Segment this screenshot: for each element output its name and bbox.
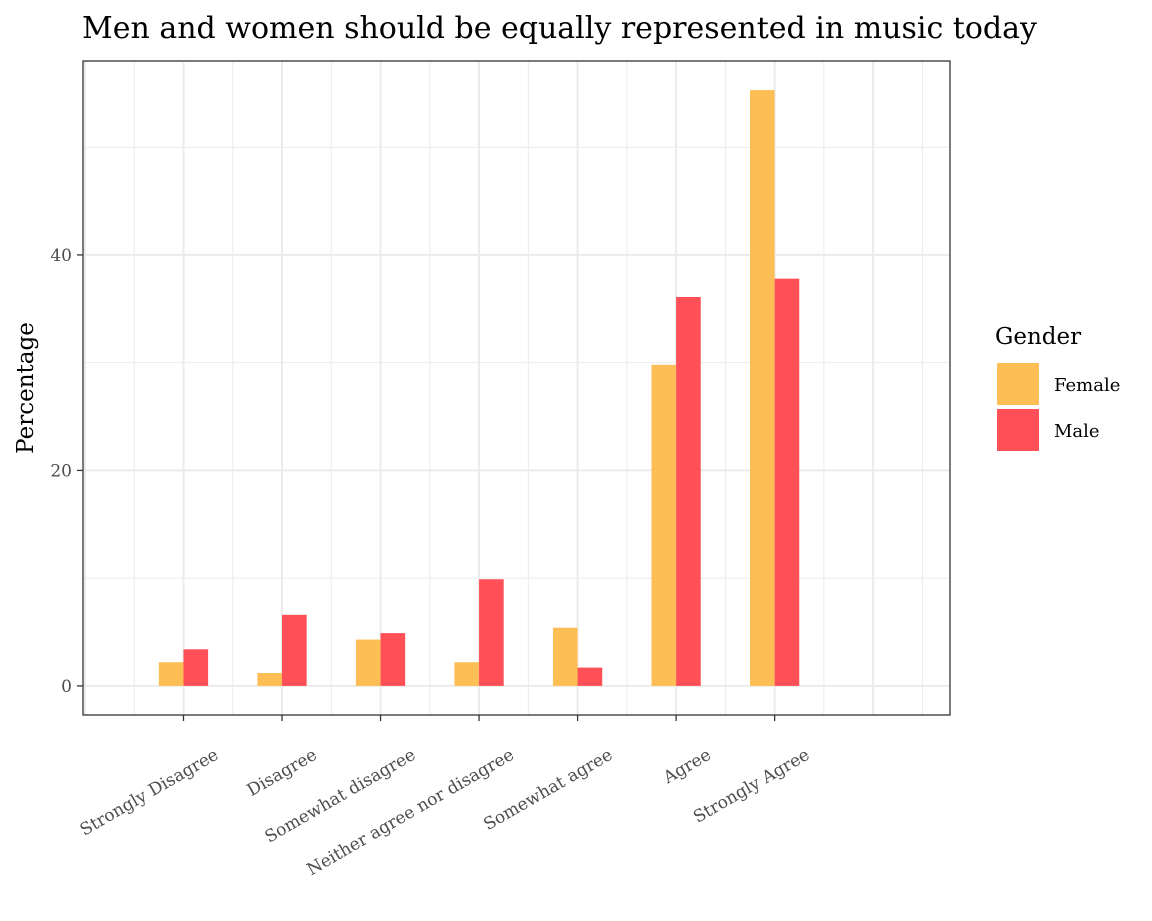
bar-male-2 [282,614,307,686]
bar-male-7 [774,278,800,686]
bar-male-4 [479,579,504,686]
y-tick-label: 40 [50,246,72,266]
x-tick-label: Strongly Disagree [77,745,222,840]
bar-female-1 [158,662,184,686]
chart-title: Men and women should be equally represen… [82,11,1037,46]
bar-male-5 [577,667,603,686]
panel-border [82,60,951,716]
bar-male-3 [380,633,406,686]
bar-female-4 [454,662,480,686]
bar-male-1 [183,649,209,686]
legend-key-female [997,363,1039,405]
legend: Gender Female Male [995,324,1120,451]
bar-male-6 [676,296,701,686]
legend-label-male: Male [1054,421,1100,442]
panel-background [83,61,950,715]
y-tick-label: 0 [61,677,72,697]
legend-label-female: Female [1054,375,1120,396]
bar-female-5 [552,627,578,686]
x-tick-label: Agree [659,745,714,789]
y-tick-label: 20 [50,461,72,481]
bar-female-7 [749,90,775,686]
legend-key-male [997,409,1039,451]
bar-female-6 [651,364,677,686]
bar-female-2 [257,672,283,686]
y-axis-title: Percentage [13,322,39,454]
legend-title: Gender [995,324,1081,350]
x-tick-label: Disagree [244,745,321,801]
bar-female-3 [355,639,381,686]
